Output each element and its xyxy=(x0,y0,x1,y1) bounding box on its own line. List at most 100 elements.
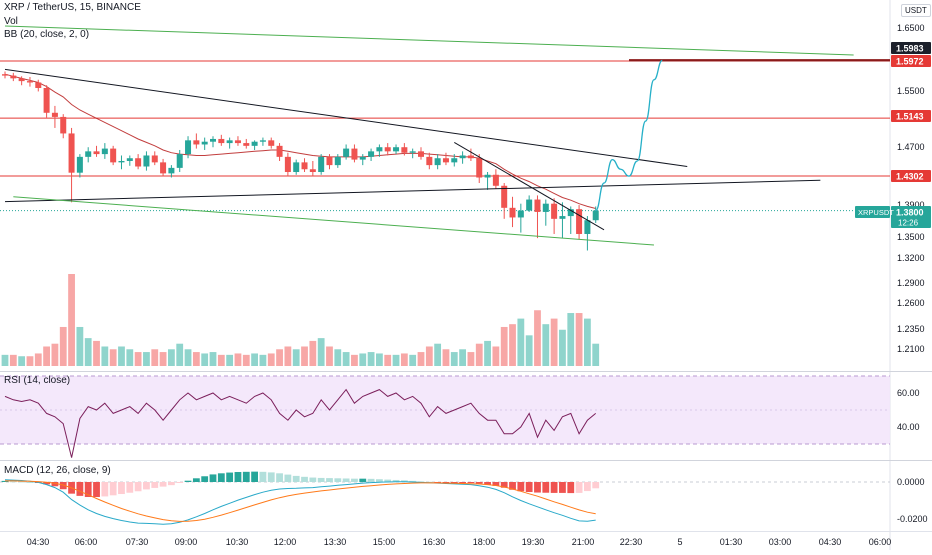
macd-histogram-bar xyxy=(168,482,175,486)
lower-support-trendline xyxy=(4,179,821,203)
macd-histogram-bar xyxy=(217,473,225,482)
macd-histogram-bar xyxy=(550,482,558,493)
macd-histogram-bar xyxy=(118,482,125,495)
volume-bar xyxy=(76,326,84,366)
volume-bar xyxy=(459,349,466,366)
volume-bar xyxy=(192,352,200,366)
candle-body xyxy=(459,155,466,159)
volume-bar xyxy=(209,352,217,366)
macd-histogram-bar xyxy=(43,482,50,485)
macd-histogram-bar xyxy=(26,482,34,483)
volume-bar xyxy=(84,338,92,366)
candle-body xyxy=(351,148,358,160)
symbol-title[interactable]: XRP / TetherUS, 15, BINANCE xyxy=(4,2,141,13)
price-tick-label: 1.2100 xyxy=(897,344,925,354)
macd-histogram-bar xyxy=(459,482,466,483)
macd-histogram-bar xyxy=(359,478,367,482)
volume-bar xyxy=(542,324,550,366)
candle-body xyxy=(467,155,474,159)
candle-body xyxy=(68,133,75,173)
time-tick-label: 12:00 xyxy=(274,537,297,547)
trendlines-layer[interactable] xyxy=(4,25,854,246)
macd-histogram-bar xyxy=(509,482,516,490)
candle-body xyxy=(35,82,42,88)
volume-legend[interactable]: Vol xyxy=(4,16,18,27)
candle-body xyxy=(218,138,225,144)
macd-histogram-bar xyxy=(542,482,550,493)
macd-histogram-bar xyxy=(251,471,258,482)
candle-body xyxy=(451,158,458,163)
macd-histogram-bar xyxy=(76,482,84,496)
rsi-tick-label: 40.00 xyxy=(897,422,920,432)
bollinger-legend[interactable]: BB (20, close, 2, 0) xyxy=(4,29,90,40)
macd-histogram-bar xyxy=(126,482,134,493)
price-tick-label: 1.3500 xyxy=(897,232,925,242)
volume-bar xyxy=(400,353,408,366)
price-label-text: 1.5143 xyxy=(896,112,924,122)
macd-histogram-bar xyxy=(101,482,109,497)
candle-body xyxy=(210,138,216,142)
time-tick-label: 04:30 xyxy=(27,537,50,547)
candles-layer xyxy=(2,71,599,251)
candle-body xyxy=(309,169,316,173)
volume-bar xyxy=(284,346,292,366)
time-tick-label: 09:00 xyxy=(175,537,198,547)
volume-bar xyxy=(567,313,575,366)
volume-bar xyxy=(43,346,50,366)
volume-bar xyxy=(242,354,250,366)
macd-histogram-bar xyxy=(242,471,250,482)
price-tick-label: 1.2900 xyxy=(897,278,925,288)
macd-legend[interactable]: MACD (12, 26, close, 9) xyxy=(4,465,111,476)
candle-body xyxy=(526,199,533,211)
candle-body xyxy=(10,75,17,79)
volume-bar xyxy=(51,343,59,366)
candle-body xyxy=(492,174,499,186)
time-tick-label: 15:00 xyxy=(373,537,396,547)
candle-body xyxy=(118,160,125,163)
candle-body xyxy=(226,140,233,144)
macd-histogram-bar xyxy=(276,473,283,482)
horizontal-lines-layer xyxy=(0,59,890,212)
volume-bar xyxy=(425,346,433,366)
candle-body xyxy=(243,143,250,146)
bollinger-basis-line xyxy=(4,73,596,209)
candle-body xyxy=(60,116,67,134)
macd-histogram-bar xyxy=(84,482,92,497)
macd-histogram-bar xyxy=(376,479,383,482)
rsi-legend[interactable]: RSI (14, close) xyxy=(4,375,71,386)
price-tick-label: 1.3200 xyxy=(897,253,925,263)
price-label-box xyxy=(891,55,931,67)
macd-histogram-bar xyxy=(209,474,217,482)
price-label-box xyxy=(891,42,931,54)
time-tick-label: 03:00 xyxy=(769,537,792,547)
macd-histogram-bar xyxy=(134,482,142,492)
macd-histogram-bar xyxy=(93,482,100,497)
candle-body xyxy=(43,87,50,113)
macd-histogram-bar xyxy=(18,481,26,483)
macd-histogram-bar xyxy=(559,482,566,493)
candle-body xyxy=(509,207,516,218)
volume-bar xyxy=(276,349,283,366)
price-scale-background[interactable] xyxy=(890,0,932,550)
candle-body xyxy=(110,148,117,163)
volume-bar xyxy=(151,349,159,366)
macd-tick-label: 0.0000 xyxy=(897,477,925,487)
volume-bar xyxy=(575,313,583,366)
time-tick-label: 21:00 xyxy=(572,537,595,547)
macd-histogram-bar xyxy=(317,477,325,482)
macd-signal-line xyxy=(5,480,596,522)
price-tick-label: 1.2350 xyxy=(897,324,925,334)
volume-bar xyxy=(159,352,167,366)
volume-bar xyxy=(434,343,442,366)
candle-body xyxy=(126,158,133,161)
candle-body xyxy=(293,162,300,173)
time-tick-label: 07:30 xyxy=(126,537,149,547)
candle-body xyxy=(434,158,441,166)
volume-bar xyxy=(301,346,308,366)
candle-body xyxy=(176,154,183,168)
macd-histogram-bar xyxy=(400,480,408,482)
currency-badge[interactable]: USDT xyxy=(901,4,931,17)
volume-bar xyxy=(359,353,367,366)
